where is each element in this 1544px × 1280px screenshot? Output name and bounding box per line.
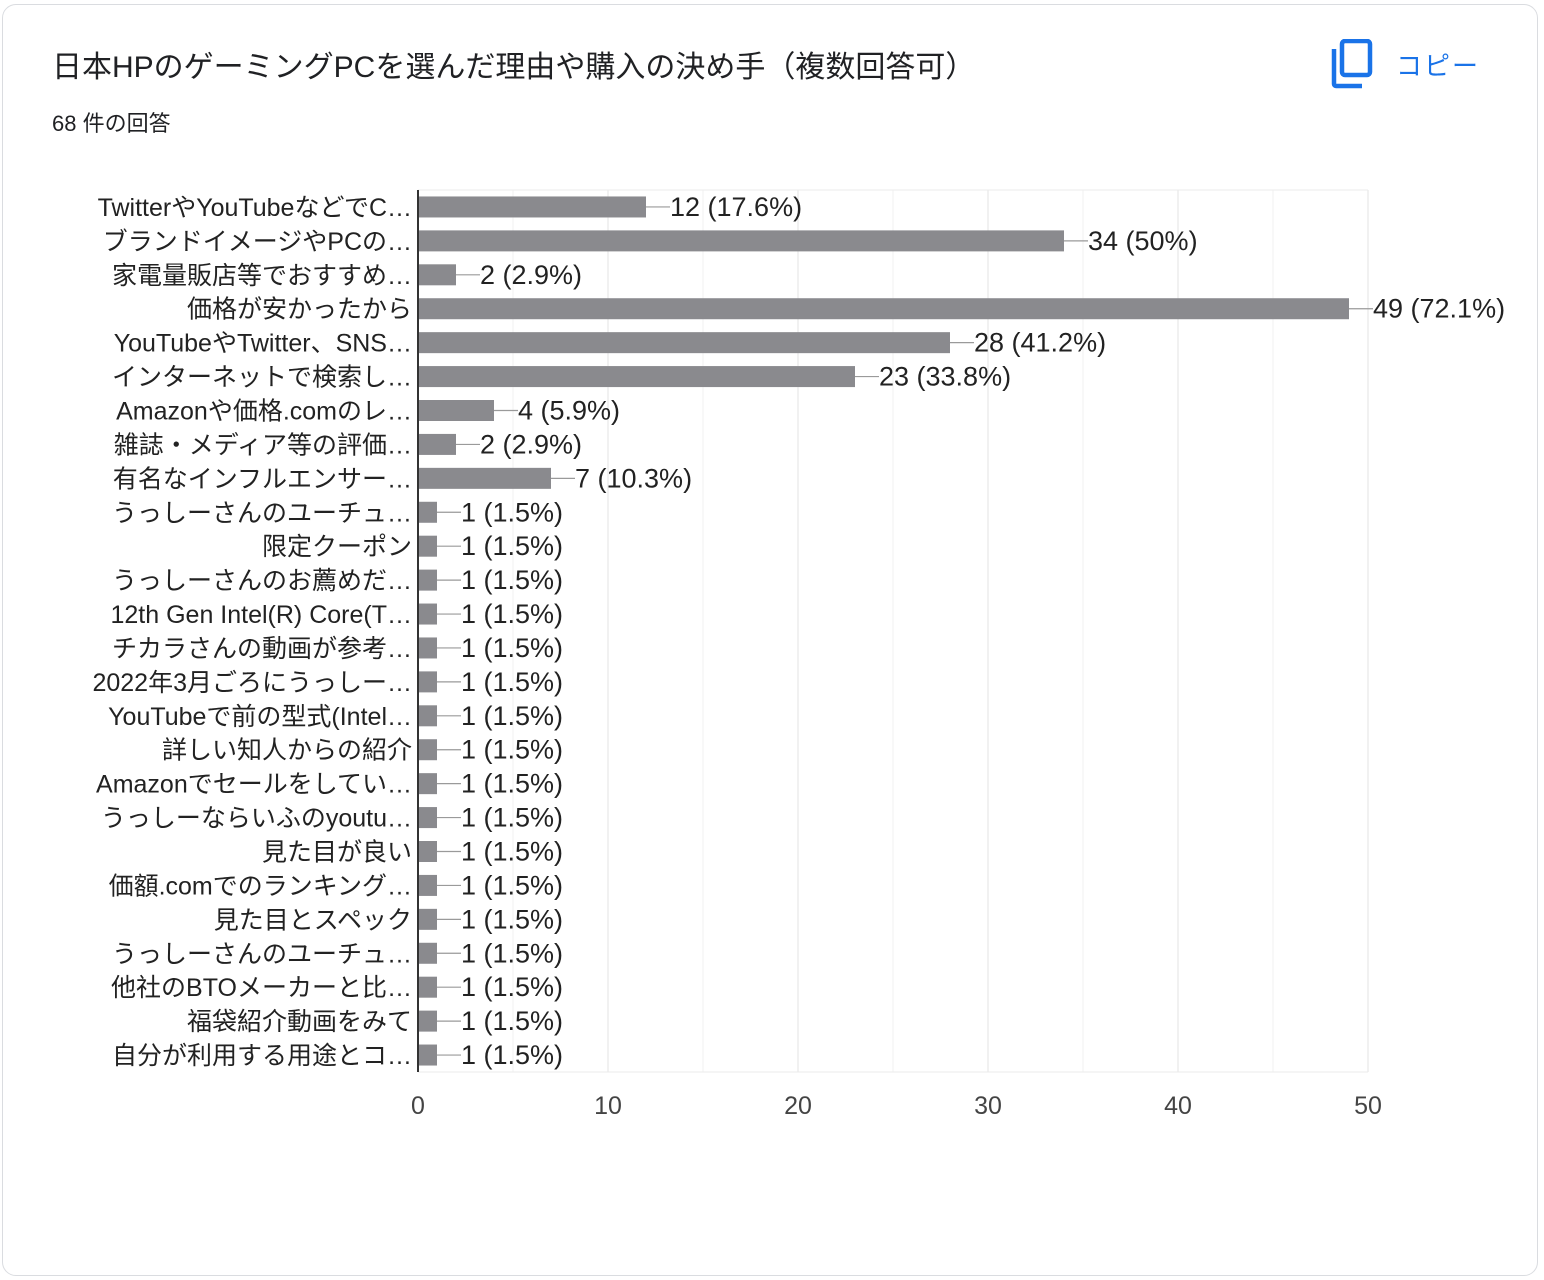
bar[interactable]: [418, 1010, 437, 1032]
category-label: チカラさんの動画が参考…: [112, 635, 412, 663]
value-label: 1 (1.5%): [461, 972, 563, 1002]
bar[interactable]: [418, 535, 437, 557]
value-label: 1 (1.5%): [461, 701, 563, 731]
category-label: 家電量販店等でおすすめ…: [112, 262, 412, 290]
bar[interactable]: [418, 467, 551, 489]
category-label: 有名なインフルエンサー…: [113, 465, 412, 493]
category-label: 詳しい知人からの紹介: [162, 737, 412, 765]
category-label: インターネットで検索し…: [112, 364, 412, 392]
value-label: 28 (41.2%): [974, 328, 1106, 358]
bar[interactable]: [418, 569, 437, 591]
copy-button[interactable]: コピー: [1330, 36, 1480, 92]
category-label: YouTubeで前の型式(Intel…: [108, 703, 412, 731]
value-label: 1 (1.5%): [461, 599, 563, 629]
x-tick-label: 30: [974, 1092, 1002, 1120]
value-label: 1 (1.5%): [461, 531, 563, 561]
bar[interactable]: [418, 433, 456, 455]
value-label: 1 (1.5%): [461, 565, 563, 595]
category-label: 2022年3月ごろにうっしー…: [92, 669, 412, 697]
category-label: ブランドイメージやPCの…: [103, 228, 412, 256]
bar[interactable]: [418, 841, 437, 862]
value-label: 1 (1.5%): [461, 1040, 563, 1070]
category-label: うっしーならいふのyoutu…: [101, 805, 412, 833]
bar[interactable]: [418, 908, 437, 930]
category-label: 福袋紹介動画をみて: [187, 1008, 412, 1036]
value-label: 1 (1.5%): [461, 803, 563, 833]
bar[interactable]: [418, 264, 456, 286]
bar[interactable]: [418, 1044, 437, 1066]
category-label: Amazonでセールをしてい…: [96, 771, 412, 799]
bar[interactable]: [418, 671, 437, 693]
bar[interactable]: [418, 196, 646, 218]
category-label: TwitterやYouTubeなどでC…: [98, 194, 412, 222]
value-label: 1 (1.5%): [461, 735, 563, 765]
value-label: 1 (1.5%): [461, 769, 563, 799]
value-label: 23 (33.8%): [879, 362, 1011, 392]
value-label: 1 (1.5%): [461, 497, 563, 527]
x-tick-label: 20: [784, 1092, 812, 1120]
bar[interactable]: [418, 637, 437, 659]
x-tick-label: 0: [411, 1092, 425, 1120]
bar[interactable]: [418, 603, 437, 625]
value-label: 2 (2.9%): [480, 429, 582, 459]
x-tick-label: 10: [594, 1092, 622, 1120]
bar[interactable]: [418, 874, 437, 896]
value-label: 34 (50%): [1088, 226, 1198, 256]
bar[interactable]: [418, 976, 437, 998]
value-label: 1 (1.5%): [461, 1006, 563, 1036]
value-label: 2 (2.9%): [480, 260, 582, 290]
bar[interactable]: [418, 807, 437, 829]
bar[interactable]: [418, 230, 1064, 252]
value-label: 12 (17.6%): [670, 192, 802, 222]
category-label: 価額.comでのランキング…: [109, 872, 412, 900]
chart-card: [2, 4, 1538, 1276]
value-label: 4 (5.9%): [518, 396, 620, 426]
category-label: 自分が利用する用途とコ…: [112, 1042, 412, 1070]
copy-icon: [1331, 39, 1373, 89]
bar[interactable]: [418, 705, 437, 727]
bar[interactable]: [418, 366, 855, 388]
value-label: 1 (1.5%): [461, 870, 563, 900]
x-tick-label: 40: [1164, 1092, 1192, 1120]
category-label: 価格が安かったから: [187, 296, 412, 324]
category-label: 限定クーポン: [262, 533, 412, 561]
bar[interactable]: [418, 942, 437, 964]
value-label: 1 (1.5%): [461, 837, 563, 867]
x-tick-label: 50: [1354, 1092, 1382, 1120]
category-label: うっしーさんのお薦めだ…: [112, 567, 412, 595]
value-label: 1 (1.5%): [461, 633, 563, 663]
bar[interactable]: [418, 773, 437, 795]
category-label: Amazonや価格.comのレ…: [116, 398, 412, 426]
category-label: YouTubeやTwitter、SNS…: [114, 330, 412, 358]
chart-title: 日本HPのゲーミングPCを選んだ理由や購入の決め手（複数回答可）: [52, 51, 976, 84]
bar[interactable]: [418, 739, 437, 761]
category-label: 雑誌・メディア等の評価…: [114, 431, 412, 459]
bar[interactable]: [418, 298, 1349, 320]
value-label: 7 (10.3%): [575, 463, 692, 493]
value-label: 49 (72.1%): [1373, 294, 1505, 324]
value-label: 1 (1.5%): [461, 938, 563, 968]
bar[interactable]: [418, 501, 437, 523]
category-label: 12th Gen Intel(R) Core(T…: [111, 601, 413, 629]
value-label: 1 (1.5%): [461, 904, 563, 934]
category-label: うっしーさんのユーチュ…: [112, 499, 412, 527]
value-label: 1 (1.5%): [461, 667, 563, 697]
category-label: 見た目とスペック: [214, 906, 412, 934]
category-label: 他社のBTOメーカーと比…: [111, 974, 412, 1002]
bar[interactable]: [418, 400, 494, 421]
response-count: 68 件の回答: [52, 111, 171, 136]
copy-button-label: コピー: [1396, 50, 1481, 81]
category-label: うっしーさんのユーチュ…: [112, 940, 412, 968]
category-label: 見た目が良い: [262, 839, 412, 867]
bar[interactable]: [418, 332, 950, 354]
